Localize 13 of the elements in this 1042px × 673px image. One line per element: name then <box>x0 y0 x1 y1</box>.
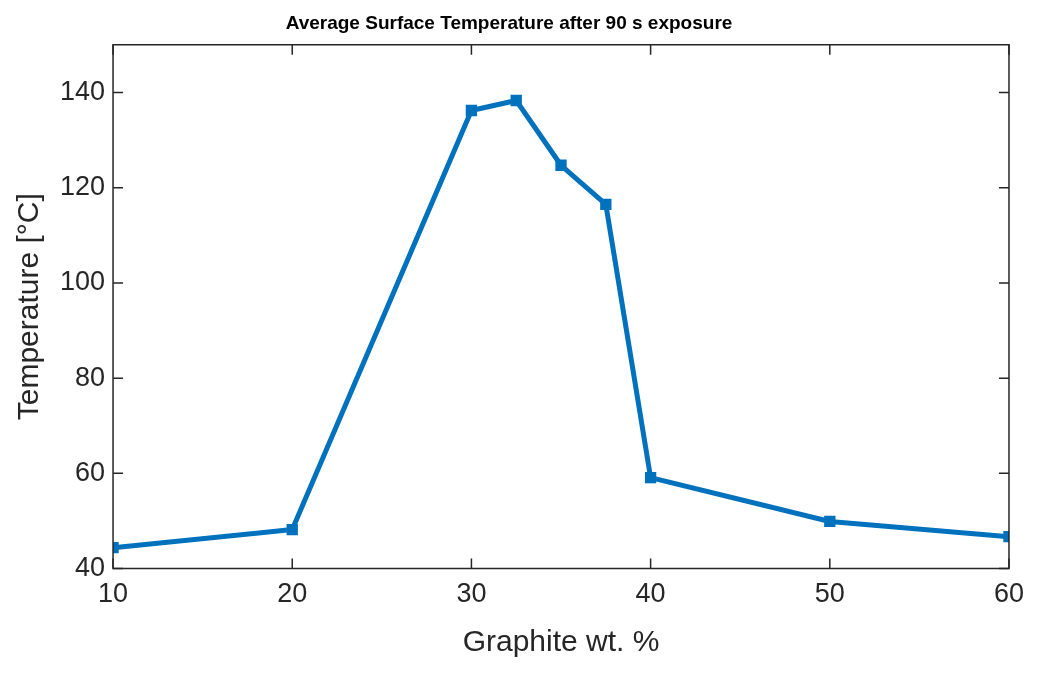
y-axis-title: Temperature [°C] <box>11 193 45 421</box>
x-tick-label: 40 <box>635 578 666 609</box>
y-tick-label: 140 <box>59 75 106 106</box>
x-tick-label: 50 <box>814 578 845 609</box>
y-tick-label: 100 <box>59 266 106 297</box>
x-axis-title: Graphite wt. % <box>462 624 660 658</box>
x-tick-label: 20 <box>277 578 308 609</box>
y-tick-label: 80 <box>75 361 106 392</box>
y-tick-label: 60 <box>75 456 106 487</box>
x-tick-label: 30 <box>456 578 487 609</box>
y-tick-label: 120 <box>59 171 106 202</box>
chart-title: Average Surface Temperature after 90 s exposure <box>285 11 733 33</box>
x-tick-label: 60 <box>993 578 1025 609</box>
